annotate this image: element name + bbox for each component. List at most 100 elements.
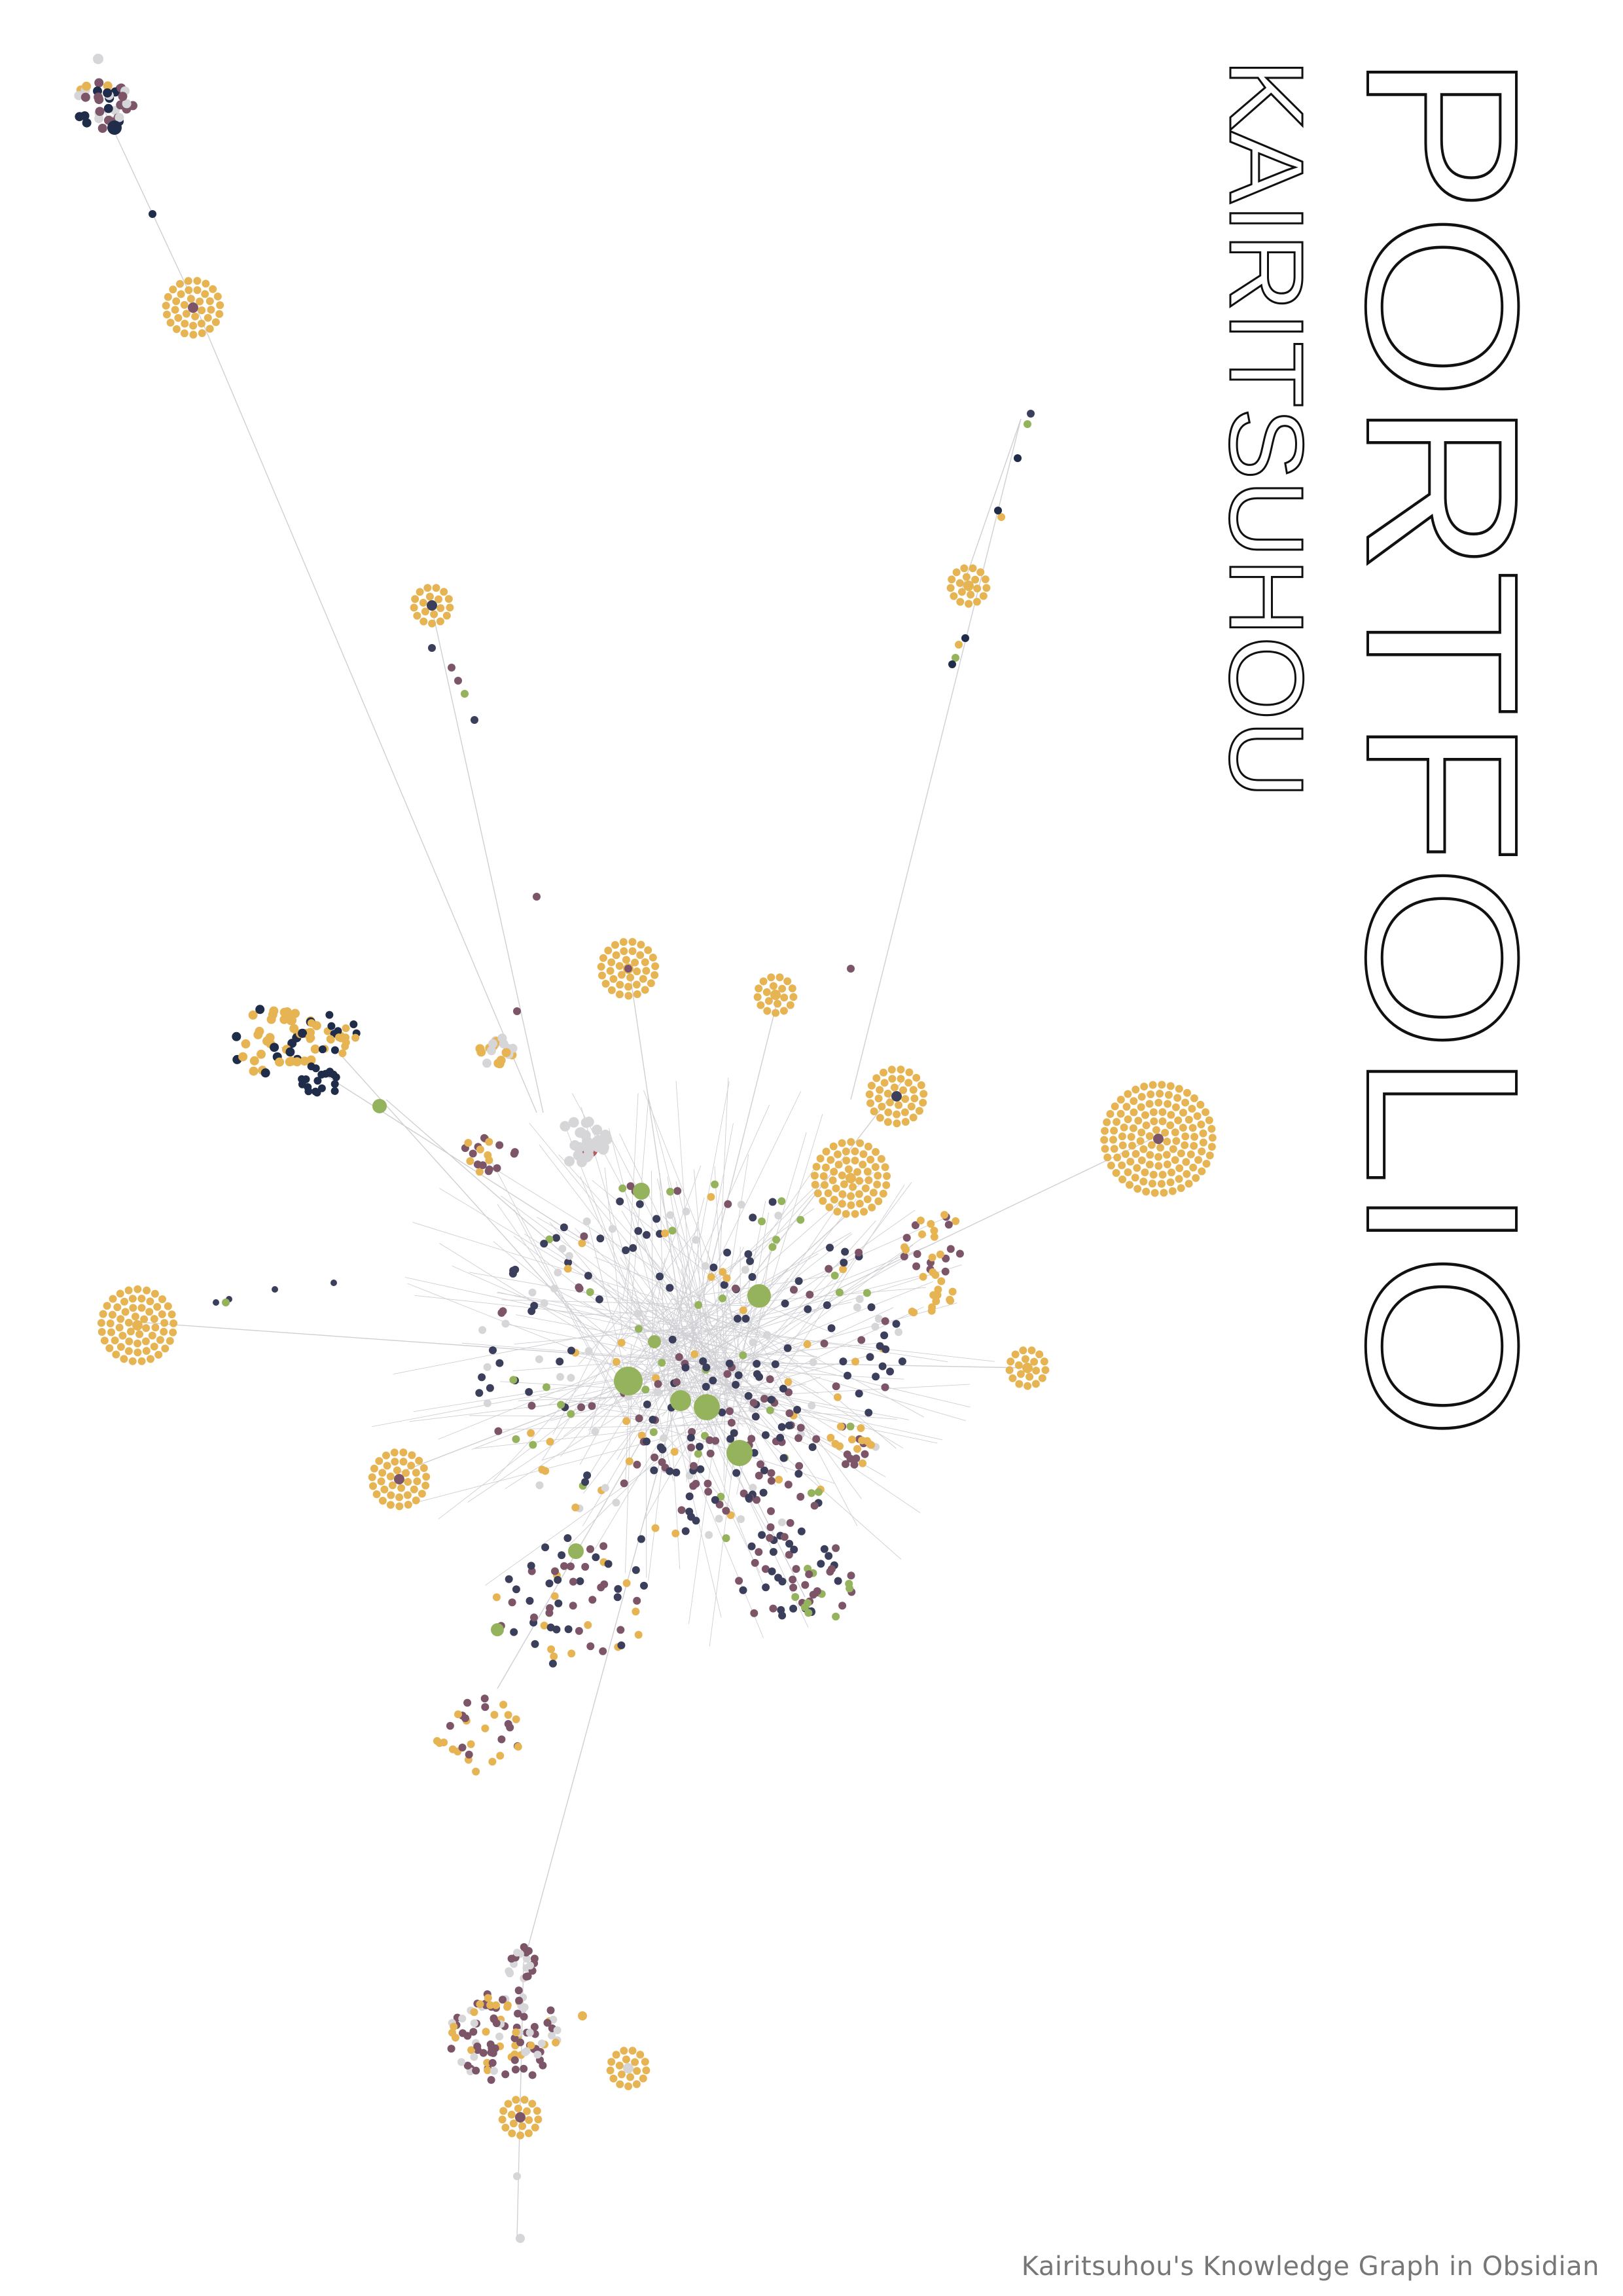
- graph-node: [161, 1344, 169, 1353]
- graph-node: [1158, 1108, 1167, 1117]
- graph-node: [884, 1108, 893, 1117]
- graph-node: [760, 1395, 768, 1403]
- graph-node: [1027, 1346, 1036, 1355]
- graph-node: [1190, 1132, 1199, 1141]
- graph-node: [648, 1335, 661, 1348]
- graph-node: [1124, 1090, 1132, 1098]
- graph-node: [1157, 1179, 1166, 1188]
- graph-node: [848, 1435, 856, 1444]
- graph-node: [745, 1494, 753, 1502]
- graph-node: [137, 1304, 146, 1312]
- graph-node: [421, 607, 429, 616]
- graph-edge: [558, 1154, 732, 1347]
- graph-node: [976, 568, 985, 577]
- graph-node: [1158, 1081, 1166, 1089]
- graph-node: [103, 88, 113, 98]
- graph-node: [851, 1357, 859, 1366]
- graph-edge: [622, 1257, 630, 1302]
- graph-node: [778, 1577, 787, 1586]
- graph-node: [641, 2058, 649, 2066]
- graph-node: [1172, 1137, 1181, 1145]
- graph-node: [1205, 1151, 1214, 1160]
- graph-node: [510, 2056, 519, 2064]
- graph-node: [1162, 1151, 1171, 1159]
- graph-edge: [687, 1079, 904, 1362]
- graph-node: [826, 1568, 834, 1576]
- graph-node: [601, 980, 610, 988]
- graph-node: [446, 603, 454, 612]
- graph-node: [673, 1378, 681, 1386]
- graph-node: [334, 1033, 343, 1041]
- graph-node: [189, 331, 198, 339]
- graph-node: [880, 1068, 887, 1077]
- graph-node: [461, 1714, 469, 1723]
- graph-node: [312, 1087, 320, 1096]
- graph-node: [919, 1090, 928, 1098]
- graph-node: [124, 1286, 133, 1295]
- graph-node: [1011, 1350, 1020, 1359]
- graph-node: [834, 1150, 842, 1158]
- graph-node: [1205, 1116, 1213, 1124]
- graph-node: [601, 1484, 609, 1492]
- graph-node: [94, 114, 104, 124]
- graph-node: [789, 1583, 798, 1592]
- graph-node: [141, 1337, 150, 1346]
- graph-node: [830, 1195, 838, 1204]
- graph-node: [1021, 1355, 1029, 1363]
- graph-node: [917, 1081, 925, 1089]
- graph-edge: [414, 1295, 679, 1324]
- graph-edge: [681, 1268, 710, 1402]
- graph-node: [640, 1581, 648, 1590]
- graph-node: [191, 312, 200, 321]
- graph-node: [626, 2073, 635, 2081]
- graph-node: [442, 611, 451, 620]
- graph-node: [909, 1086, 918, 1094]
- graph-node: [410, 603, 418, 612]
- graph-node: [412, 1496, 420, 1505]
- graph-node: [513, 1007, 521, 1015]
- graph-node: [94, 92, 103, 102]
- graph-node: [876, 1113, 884, 1122]
- graph-edge: [439, 1188, 647, 1314]
- graph-node: [483, 1363, 491, 1371]
- graph-node: [488, 1757, 497, 1766]
- graph-node: [302, 1075, 310, 1083]
- graph-node: [617, 1641, 626, 1649]
- graph-node: [618, 1184, 627, 1193]
- graph-edge: [675, 1181, 712, 1327]
- graph-node: [564, 1258, 573, 1266]
- graph-edge: [502, 1423, 747, 1430]
- graph-node: [928, 1253, 936, 1262]
- graph-node: [615, 990, 624, 999]
- graph-node: [393, 1466, 401, 1475]
- graph-node: [737, 1515, 745, 1523]
- graph-node: [476, 2000, 484, 2009]
- graph-node: [629, 1244, 637, 1252]
- graph-node: [890, 1083, 899, 1092]
- graph-node: [936, 1250, 944, 1259]
- graph-node: [592, 1124, 603, 1136]
- graph-node: [125, 1337, 134, 1346]
- graph-node: [525, 2116, 533, 2125]
- graph-node: [779, 1007, 788, 1015]
- graph-node: [832, 1382, 840, 1391]
- graph-node: [568, 1543, 584, 1559]
- graph-node: [1199, 1129, 1207, 1138]
- graph-node: [156, 1336, 164, 1344]
- graph-node: [213, 1299, 219, 1306]
- graph-node: [673, 1187, 682, 1195]
- graph-node: [730, 1429, 738, 1437]
- graph-node: [651, 1453, 659, 1462]
- graph-node: [840, 1259, 848, 1267]
- graph-node: [238, 1052, 248, 1062]
- graph-node: [900, 1252, 908, 1261]
- graph-node: [497, 1735, 506, 1744]
- graph-edge: [617, 1314, 740, 1378]
- graph-node: [855, 1390, 863, 1398]
- graph-node: [163, 310, 171, 319]
- graph-node: [1188, 1105, 1196, 1113]
- graph-node: [1175, 1164, 1184, 1172]
- graph-node: [861, 1184, 870, 1193]
- graph-node: [80, 92, 90, 102]
- graph-node: [142, 1347, 151, 1355]
